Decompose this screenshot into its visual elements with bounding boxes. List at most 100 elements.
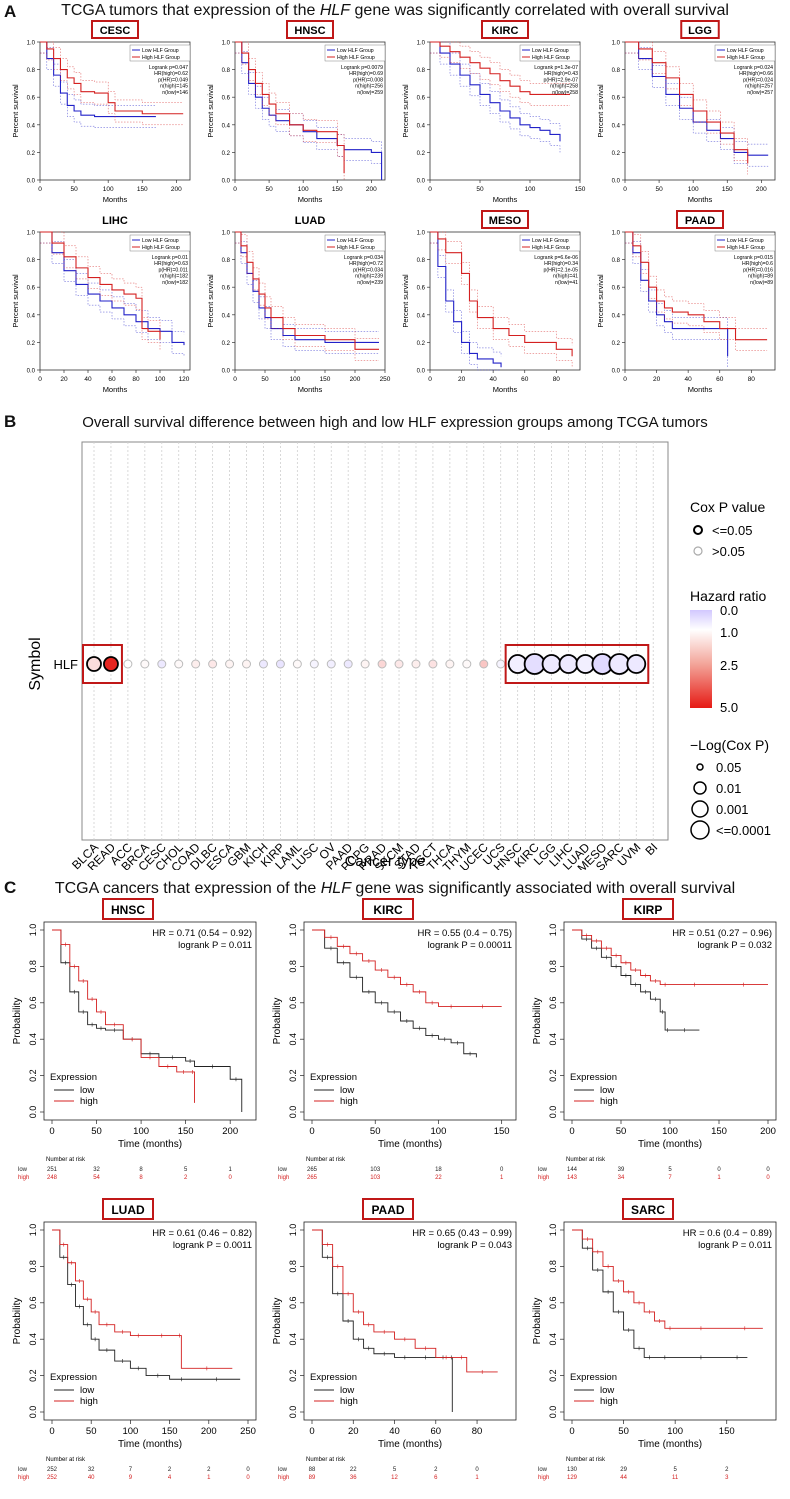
y-tick-label: 0.2 [417, 151, 426, 157]
title-box [91, 20, 139, 39]
title-box [622, 1198, 674, 1220]
risk-value: 12 [391, 1475, 398, 1481]
y-tick-label: 0.6 [548, 997, 558, 1010]
stat-text: Logrank p=0.01 [152, 255, 188, 261]
y-axis-label: Probability [12, 998, 23, 1045]
risk-value: 252 [47, 1475, 58, 1481]
km-svg-lihc: LIHC 0.0 0.2 0.4 0.6 0.8 1.0 0 20 40 60 80 100 120 Mon… [11, 215, 191, 394]
risk-value: 9 [129, 1475, 133, 1481]
title-box [481, 210, 529, 229]
km-curve-low [625, 231, 729, 357]
stat-text: p(HR)=0.016 [743, 267, 773, 273]
y-tick-label: 0.4 [288, 1333, 298, 1346]
legend-title: Expression [310, 1072, 357, 1083]
y-tick-label: 0.2 [612, 341, 621, 347]
y-tick-label: 0.8 [288, 960, 298, 973]
y-axis-label: Percent survival [401, 274, 410, 328]
plot-frame [43, 921, 257, 1121]
plot-frame [81, 441, 669, 841]
stat-text: n(high)=89 [748, 274, 773, 280]
x-tick-label: 100 [667, 1426, 683, 1437]
x-tick-label: 150 [711, 1126, 727, 1137]
x-axis-label: Months [493, 385, 518, 394]
ci-lower-low [40, 52, 156, 128]
risk-value: 0 [229, 1175, 233, 1181]
title-box [676, 210, 724, 229]
x-tick-label: 100 [298, 186, 309, 193]
km-curve-high [312, 929, 502, 1007]
risk-header: Number at risk [566, 1157, 606, 1163]
risk-value: 0 [766, 1167, 770, 1173]
risk-value: 251 [47, 1167, 58, 1173]
risk-value: 22 [350, 1467, 357, 1473]
risk-value: 1 [500, 1175, 504, 1181]
y-tick-label: 1.0 [417, 231, 426, 237]
bubble-sarc [608, 653, 631, 675]
x-tick-label: 20 [60, 376, 68, 383]
risk-row-label: high [278, 1475, 289, 1481]
x-tick-label: 50 [91, 1126, 102, 1137]
x-tick-label: 200 [201, 1426, 217, 1437]
km-curve-low [572, 929, 700, 1031]
stat-text: HR(high)=0.66 [739, 71, 773, 77]
km-curve-high [312, 1229, 498, 1373]
stat-text: Logrank p=0.015 [734, 255, 773, 261]
bubble-ucs [496, 659, 506, 669]
km-curve-low [40, 41, 156, 118]
km-curve-low [430, 231, 502, 368]
legend-label: high [600, 1096, 618, 1107]
x-tick-label: 80 [553, 376, 561, 383]
stat-text: n(high)=182 [160, 274, 188, 280]
legend-label: High HLF Group [727, 245, 765, 251]
y-axis-label: Probability [12, 1298, 23, 1345]
y-tick-label: 0.8 [612, 258, 621, 264]
bubble-stad [411, 659, 421, 669]
title-box [680, 20, 720, 39]
title-box [362, 898, 414, 920]
x-tick-label: 60 [431, 1426, 442, 1437]
y-tick-label: 0.8 [548, 1260, 558, 1273]
risk-value: 2 [207, 1467, 211, 1473]
y-tick-label: 0.8 [612, 68, 621, 74]
x-axis-label: Months [298, 385, 323, 394]
legend-title: Expression [50, 1072, 97, 1083]
chart-title: PAAD [685, 215, 715, 227]
x-tick-label: 150 [320, 376, 331, 383]
y-tick-label: 0.0 [28, 1406, 38, 1419]
km-curve-high [40, 41, 184, 115]
panel-a-letter: A [4, 2, 17, 21]
stat-text: p(HR)=0.049 [158, 77, 188, 83]
risk-row-label: low [538, 1467, 548, 1473]
y-tick-label: 0.8 [27, 68, 36, 74]
y-tick-label: 0.0 [27, 179, 36, 185]
x-tick-label: 100 [662, 1126, 678, 1137]
legend-cox-label: <=0.05 [712, 523, 753, 538]
legend-hr-tick: 1.0 [720, 625, 738, 640]
legend-label: high [80, 1396, 98, 1407]
y-tick-label: 0.8 [288, 1260, 298, 1273]
y-tick-label: 0.4 [222, 313, 231, 319]
plot-frame [624, 231, 776, 371]
legend-box [519, 44, 581, 62]
stat-text: n(high)=257 [745, 84, 773, 90]
legend-label: High HLF Group [142, 55, 180, 61]
stat-text: HR(high)=0.69 [349, 71, 383, 77]
bubble-coad [191, 659, 201, 669]
y-tick-label: 0.6 [612, 286, 621, 292]
y-tick-label: 1.0 [27, 41, 36, 47]
legend-label: High HLF Group [532, 245, 570, 251]
risk-value: 7 [668, 1175, 672, 1181]
y-tick-label: 1.0 [288, 1224, 298, 1237]
ci-upper-high [625, 231, 768, 329]
risk-value: 2 [434, 1467, 438, 1473]
chart-title: LGG [688, 25, 712, 37]
y-axis-label: Probability [532, 998, 543, 1045]
y-tick-label: 0.2 [612, 151, 621, 157]
y-tick-label: 0.2 [27, 151, 36, 157]
risk-value: 88 [309, 1467, 316, 1473]
legend-hr-tick: 2.5 [720, 658, 738, 673]
y-axis-label: Percent survival [11, 84, 20, 138]
risk-value: 1 [229, 1167, 233, 1173]
x-tick-label: BI [642, 840, 660, 858]
